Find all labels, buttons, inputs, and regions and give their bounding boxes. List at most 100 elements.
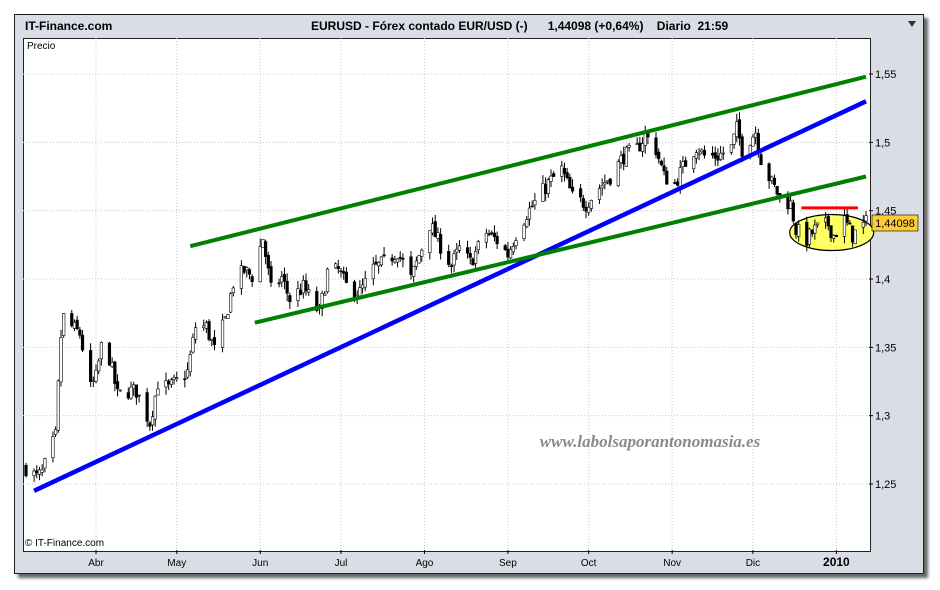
watermark-text: www.labolsaporantonomasia.es bbox=[540, 432, 761, 451]
candle-body bbox=[307, 289, 311, 293]
candle-body bbox=[428, 230, 432, 253]
candle-body bbox=[344, 271, 348, 283]
candle-body bbox=[414, 260, 418, 267]
candle-body bbox=[737, 119, 742, 139]
minimize-icon[interactable] bbox=[905, 17, 919, 31]
candle-body bbox=[627, 145, 631, 148]
candle-body bbox=[759, 154, 763, 166]
candle-body bbox=[600, 185, 604, 189]
candle-body bbox=[107, 342, 112, 366]
candle-body bbox=[449, 265, 453, 267]
candle-body bbox=[35, 470, 39, 474]
period-label: Diario 21:59 bbox=[656, 19, 729, 33]
candle-body bbox=[94, 369, 98, 382]
candle-body bbox=[509, 249, 513, 259]
candle-body bbox=[137, 394, 141, 397]
candle-body bbox=[374, 261, 378, 265]
candle-body bbox=[713, 152, 717, 159]
candle-body bbox=[210, 339, 214, 342]
candle-body bbox=[97, 360, 101, 372]
candle-body bbox=[471, 258, 475, 266]
candle-body bbox=[570, 186, 575, 192]
x-tick-label: Abr bbox=[88, 558, 104, 569]
candle-body bbox=[336, 266, 340, 270]
candle-body bbox=[91, 380, 95, 382]
candle-body bbox=[118, 389, 122, 392]
candle-body bbox=[468, 253, 472, 258]
candle-body bbox=[754, 132, 758, 138]
candle-body bbox=[778, 193, 782, 196]
candle-body bbox=[484, 232, 488, 243]
candle-body bbox=[702, 150, 707, 156]
candle-body bbox=[845, 214, 849, 223]
candle-body bbox=[581, 198, 585, 208]
y-tick-label: 1,3 bbox=[875, 411, 890, 423]
candle-body bbox=[608, 178, 612, 185]
candle-body bbox=[409, 256, 413, 275]
candle-body bbox=[474, 251, 478, 264]
candle-body bbox=[527, 207, 532, 220]
candle-body bbox=[514, 240, 518, 246]
candle-body bbox=[363, 278, 367, 288]
candle-body bbox=[544, 184, 548, 194]
x-tick-label: Sep bbox=[499, 558, 517, 569]
candle-body bbox=[684, 160, 688, 167]
candle-body bbox=[710, 152, 715, 156]
candle-body bbox=[729, 144, 733, 153]
y-tick-label: 1,45 bbox=[875, 206, 896, 218]
candle-body bbox=[775, 185, 779, 195]
candle-body bbox=[194, 327, 198, 340]
candle-body bbox=[371, 263, 375, 280]
y-tick-label: 1,5 bbox=[875, 137, 890, 149]
candle-body bbox=[587, 207, 591, 213]
candle-body bbox=[247, 269, 252, 275]
candle-body bbox=[382, 254, 386, 257]
candle-body bbox=[850, 225, 855, 243]
candle-body bbox=[59, 337, 63, 383]
candle-body bbox=[250, 276, 254, 282]
candle-body bbox=[175, 377, 179, 379]
candle-body bbox=[452, 253, 456, 266]
candle-body bbox=[40, 469, 44, 473]
candle-body bbox=[167, 380, 171, 385]
candle-body bbox=[700, 149, 704, 153]
candle-body bbox=[770, 176, 774, 181]
x-tick-label: Oct bbox=[581, 558, 597, 569]
x-tick-label: May bbox=[167, 558, 186, 569]
candle-body bbox=[619, 155, 623, 163]
trendline-green-lower bbox=[254, 174, 867, 325]
candle-body bbox=[457, 245, 462, 251]
candle-body bbox=[807, 228, 812, 245]
candle-body bbox=[156, 388, 160, 396]
candle-body bbox=[447, 251, 451, 265]
candle-body bbox=[740, 136, 744, 157]
candle-body bbox=[643, 133, 647, 146]
candle-body bbox=[56, 380, 60, 431]
candle-body bbox=[826, 216, 830, 227]
candle-body bbox=[624, 146, 628, 167]
candle-body bbox=[791, 202, 795, 222]
candle-body bbox=[245, 267, 249, 271]
candle-body bbox=[43, 458, 47, 469]
candle-body bbox=[506, 248, 510, 258]
x-tick-label: Ago bbox=[416, 558, 434, 569]
last-price-box bbox=[871, 214, 919, 232]
candle-body bbox=[207, 321, 211, 340]
candle-body bbox=[864, 215, 868, 222]
candle-body bbox=[697, 153, 701, 156]
candle-body bbox=[204, 322, 208, 329]
candle-body bbox=[584, 206, 588, 212]
y-tick-label: 1,55 bbox=[875, 69, 896, 81]
candle-body bbox=[430, 223, 435, 234]
x-tick-label: Nov bbox=[663, 558, 681, 569]
candle-body bbox=[659, 160, 663, 166]
candle-body bbox=[390, 257, 394, 262]
candle-body bbox=[153, 395, 157, 420]
candle-body bbox=[546, 179, 550, 194]
candle-body bbox=[148, 422, 152, 427]
plot-area bbox=[23, 38, 871, 552]
candle-body bbox=[132, 384, 136, 389]
candle-body bbox=[439, 234, 443, 254]
candle-body bbox=[541, 183, 545, 202]
candle-body bbox=[282, 274, 287, 282]
